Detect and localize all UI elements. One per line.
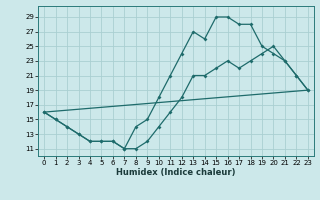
- X-axis label: Humidex (Indice chaleur): Humidex (Indice chaleur): [116, 168, 236, 177]
